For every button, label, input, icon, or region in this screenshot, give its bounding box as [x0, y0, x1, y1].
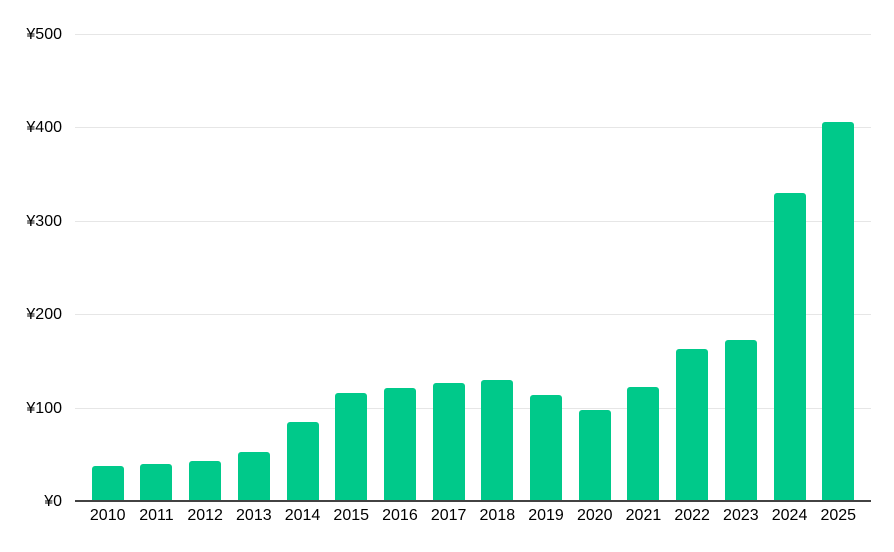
bar-2011[interactable]: [140, 463, 173, 501]
x-axis-line: [75, 500, 871, 502]
bar-2017[interactable]: [432, 383, 465, 501]
x-tick-label: 2024: [771, 507, 808, 524]
x-tick-label: 2011: [139, 507, 174, 524]
x-tick-label: 2016: [382, 507, 418, 524]
x-tick-cell: 2010: [89, 506, 126, 528]
x-tick-label: 2020: [576, 507, 613, 524]
x-tick-label: 2014: [284, 507, 321, 524]
y-tick-label: ¥0: [44, 493, 62, 510]
x-tick-cell: 2019: [528, 506, 564, 528]
x-tick-cell: 2012: [187, 506, 223, 528]
x-axis-labels: 2010 2011 2012 2013 2014 2015 2016 2017 2018 2019…: [75, 506, 871, 528]
x-tick-label: 2017: [430, 507, 467, 524]
y-tick-label: ¥300: [26, 212, 62, 230]
x-tick-cell: 2018: [479, 506, 516, 528]
gridline: [75, 407, 871, 409]
x-tick-cell: 2014: [284, 506, 321, 528]
bar-2025[interactable]: [822, 121, 855, 501]
x-tick-cell: 2013: [236, 506, 272, 528]
x-tick-cell: 2024: [771, 506, 808, 528]
bar-2022[interactable]: [676, 348, 709, 501]
bar-2016[interactable]: [383, 388, 416, 501]
x-tick-label: 2018: [479, 507, 516, 524]
y-tick-label: ¥200: [26, 306, 62, 324]
bar-2010[interactable]: [91, 466, 124, 501]
x-tick-label: 2021: [625, 507, 662, 524]
bar-2020[interactable]: [578, 410, 611, 501]
bar-2012[interactable]: [189, 460, 222, 501]
x-tick-label: 2025: [820, 507, 857, 524]
x-tick-cell: 2011: [139, 506, 174, 528]
plot-area: [75, 34, 871, 502]
gridline: [75, 314, 871, 316]
bar-2014[interactable]: [286, 421, 319, 501]
y-tick-label: ¥100: [26, 399, 62, 417]
y-tick-label: ¥500: [26, 26, 62, 43]
gridline: [75, 34, 871, 35]
y-tick-label: ¥400: [26, 119, 62, 137]
x-tick-label: 2013: [236, 507, 272, 524]
x-tick-cell: 2022: [674, 506, 710, 528]
x-tick-cell: 2017: [430, 506, 467, 528]
x-tick-label: 2022: [674, 507, 710, 524]
x-tick-cell: 2023: [723, 506, 759, 528]
x-tick-label: 2010: [89, 507, 126, 524]
bar-2015[interactable]: [335, 392, 368, 501]
gridline: [75, 220, 871, 222]
x-tick-label: 2012: [187, 507, 223, 524]
bar-2024[interactable]: [773, 192, 806, 501]
bar-2023[interactable]: [724, 340, 757, 501]
bar-2013[interactable]: [237, 452, 270, 501]
bar-2021[interactable]: [627, 387, 660, 501]
y-axis-labels: ¥0 ¥100 ¥200 ¥300 ¥400 ¥500: [0, 0, 62, 552]
x-tick-cell: 2020: [576, 506, 613, 528]
bar-2018[interactable]: [481, 379, 514, 501]
gridline: [75, 127, 871, 129]
x-tick-label: 2015: [333, 507, 370, 524]
x-tick-cell: 2021: [625, 506, 662, 528]
bar-series: [75, 34, 871, 501]
x-tick-label: 2023: [723, 507, 759, 524]
x-tick-label: 2019: [528, 507, 564, 524]
x-tick-cell: 2016: [382, 506, 418, 528]
bar-2019[interactable]: [530, 395, 563, 501]
x-tick-cell: 2025: [820, 506, 857, 528]
x-tick-cell: 2015: [333, 506, 370, 528]
